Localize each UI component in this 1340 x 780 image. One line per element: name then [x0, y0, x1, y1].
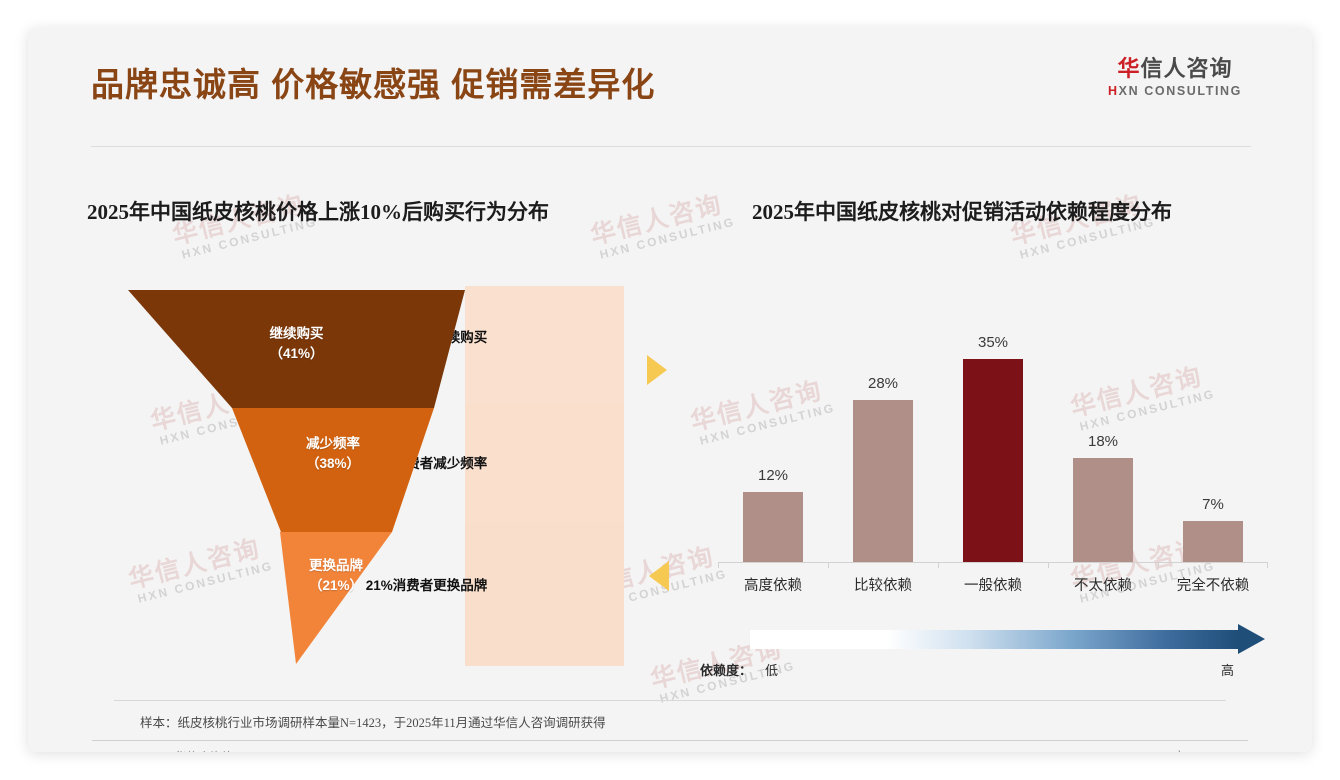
logo-chinese-accent: 华 [1117, 56, 1141, 81]
bar-value-label-3: 18% [1087, 433, 1119, 450]
source-note: 样本：纸皮核桃行业市场调研样本量N=1423，于2025年11月通过华信人咨询调… [140, 716, 606, 730]
footer-divider [92, 740, 1248, 741]
title-divider [91, 146, 1251, 147]
bar-value-label-2: 35% [977, 334, 1009, 351]
logo-english-accent: H [1108, 84, 1119, 99]
axis-tick [938, 562, 939, 568]
funnel-segment-label-0: 继续购买 （41%） [124, 324, 469, 363]
gradient-legend-low: 低 [765, 663, 779, 678]
gradient-track [750, 630, 1238, 649]
source-divider [114, 700, 1226, 701]
slide-header: 品牌忠诚高 价格敏感强 促销需差异化 华信人咨询 HXN CONSULTING [28, 28, 1312, 120]
funnel-segment-label-2: 更换品牌 （21%） [124, 556, 548, 595]
watermark-line1: 华信人咨询 [587, 190, 726, 251]
bar-value-label-0: 12% [757, 467, 789, 484]
gradient-legend-high: 高 [1221, 663, 1235, 678]
right-chart-title: 2025年中国纸皮核桃对促销活动依赖程度分布 [752, 200, 1172, 224]
axis-tick [718, 562, 719, 568]
bar-category-3: 不太依赖 [1074, 578, 1132, 594]
funnel-segment-label-1-line2: （38%） [305, 455, 361, 471]
play-left-triangle-icon [649, 561, 669, 591]
footer-website[interactable]: www.hxrcon.com [1149, 748, 1240, 752]
gradient-legend-title: 依赖度： [700, 663, 753, 678]
bar-rect-1[interactable] [853, 400, 913, 562]
bar-chart-axis [718, 562, 1267, 563]
axis-tick [828, 562, 829, 568]
bar-category-0: 高度依赖 [744, 578, 802, 594]
page-title: 品牌忠诚高 价格敏感强 促销需差异化 [91, 66, 656, 103]
bar-category-4: 完全不依赖 [1176, 578, 1250, 594]
logo-chinese-rest: 信人咨询 [1140, 56, 1233, 81]
axis-tick [1048, 562, 1049, 568]
logo-chinese: 华信人咨询 [1108, 56, 1242, 81]
funnel-band-2: 21%消费者更换品牌 [366, 522, 624, 666]
axis-tick [1158, 562, 1159, 568]
funnel-segment-label-2-line2: （21%） [308, 577, 364, 593]
bar-category-1: 比较依赖 [854, 578, 912, 594]
bar-chart: 12% 28% 35% 18% 7% 高度依赖 比较依赖 一般依赖 不太依赖 完… [712, 286, 1272, 606]
left-chart-title: 2025年中国纸皮核桃价格上涨10%后购买行为分布 [87, 200, 549, 224]
bar-category-2: 一般依赖 [964, 578, 1022, 594]
funnel-segment-label-1-line1: 减少频率 [306, 436, 360, 451]
bar-rect-3[interactable] [1073, 458, 1133, 562]
funnel-shape [128, 290, 465, 664]
footer-copyright: ©2026.1 HXR华信人咨询 [100, 748, 234, 752]
logo-english: HXN CONSULTING [1108, 84, 1242, 98]
funnel-segment-label-1: 减少频率 （38%） [124, 434, 542, 473]
dependency-gradient-bar [750, 624, 1265, 654]
bar-rect-2[interactable] [963, 359, 1023, 562]
funnel-segment-label-0-line1: 继续购买 [269, 326, 324, 341]
bar-value-label-4: 7% [1202, 496, 1224, 513]
brand-logo: 华信人咨询 HXN CONSULTING [1108, 56, 1242, 98]
funnel-callout-2: 21%消费者更换品牌 [365, 578, 488, 593]
watermark-line2: HXN CONSULTING [598, 214, 737, 263]
axis-tick [1267, 562, 1268, 568]
watermark: 华信人咨询 HXN CONSULTING [588, 189, 737, 263]
gradient-arrow-head-icon [1238, 624, 1265, 654]
bar-value-label-1: 28% [867, 375, 899, 392]
bar-rect-0[interactable] [743, 492, 803, 562]
logo-english-rest: XN CONSULTING [1118, 84, 1242, 99]
play-right-triangle-icon [647, 355, 667, 385]
funnel-segment-label-2-line1: 更换品牌 [309, 558, 363, 573]
funnel-band-1: 38%消费者减少频率 [366, 404, 624, 522]
slide-canvas: 华信人咨询 HXN CONSULTING 华信人咨询 HXN CONSULTIN… [28, 28, 1312, 752]
bar-rect-4[interactable] [1183, 521, 1243, 562]
funnel-chart: 41%消费者继续购买 38%消费者减少频率 21%消费者更换品牌 继续购买 （4… [124, 286, 624, 666]
funnel-segment-label-0-line2: （41%） [269, 345, 324, 361]
